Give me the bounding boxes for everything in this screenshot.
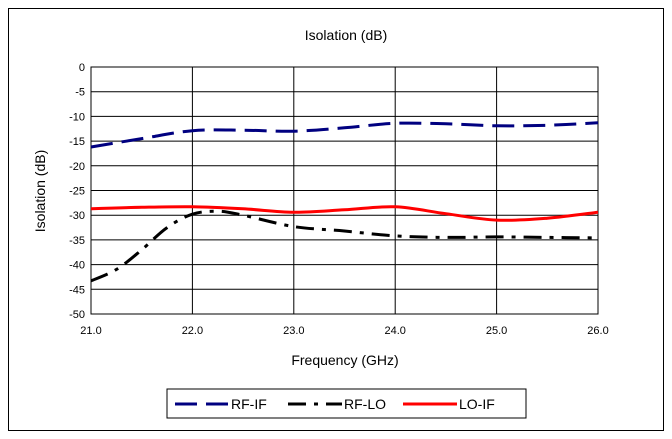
legend: RF-IF RF-LO LO-IF — [166, 388, 527, 419]
series-line-lo-if — [90, 205, 599, 222]
series-layer — [90, 121, 599, 283]
y-tick-label: -15 — [69, 136, 85, 148]
y-tick-label: 0 — [79, 62, 85, 74]
chart-frame — [8, 8, 664, 431]
x-tick-label: 26.0 — [587, 325, 608, 337]
y-tick-label: -30 — [69, 210, 85, 222]
x-tick-label: 21.0 — [80, 325, 101, 337]
plot-area — [90, 66, 599, 315]
y-tick-label: -20 — [69, 161, 85, 173]
grid — [90, 66, 599, 315]
y-axis-title: Isolation (dB) — [32, 150, 48, 232]
y-tick-label: -10 — [69, 111, 85, 123]
legend-label-rf-if: RF-IF — [231, 396, 267, 412]
series-line-rf-if — [90, 121, 599, 149]
y-tick-label: -25 — [69, 186, 85, 198]
x-tick-label: 23.0 — [283, 325, 304, 337]
series-line-rf-lo — [90, 209, 599, 283]
x-tick-label: 25.0 — [486, 325, 507, 337]
x-tick-label: 24.0 — [384, 325, 405, 337]
chart-title: Isolation (dB) — [305, 27, 387, 43]
y-tick-label: -50 — [69, 309, 85, 321]
x-tick-label: 22.0 — [182, 325, 203, 337]
legend-label-lo-if: LO-IF — [459, 396, 495, 412]
y-tick-label: -40 — [69, 260, 85, 272]
y-tick-label: -35 — [69, 235, 85, 247]
x-axis-title: Frequency (GHz) — [291, 352, 398, 368]
y-tick-label: -45 — [69, 284, 85, 296]
legend-label-rf-lo: RF-LO — [344, 396, 386, 412]
y-tick-label: -5 — [75, 87, 85, 99]
tick-labels: 0 -5 -10 -15 -20 -25 -30 -35 -40 -45 -50 21.0 22.0 23… — [69, 62, 609, 337]
